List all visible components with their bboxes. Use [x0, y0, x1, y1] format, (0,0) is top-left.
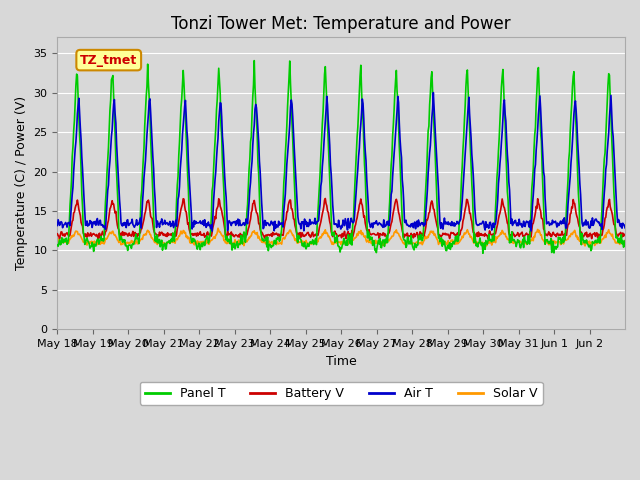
X-axis label: Time: Time	[326, 355, 356, 368]
Y-axis label: Temperature (C) / Power (V): Temperature (C) / Power (V)	[15, 96, 28, 270]
Legend: Panel T, Battery V, Air T, Solar V: Panel T, Battery V, Air T, Solar V	[140, 382, 543, 405]
Title: Tonzi Tower Met: Temperature and Power: Tonzi Tower Met: Temperature and Power	[172, 15, 511, 33]
Text: TZ_tmet: TZ_tmet	[80, 54, 138, 67]
